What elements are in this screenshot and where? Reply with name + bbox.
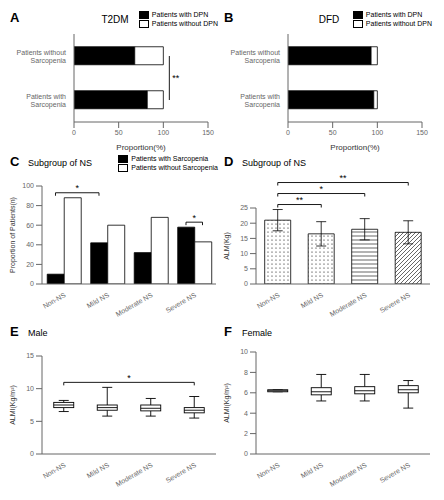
svg-text:150: 150 [202,129,214,136]
svg-text:8: 8 [244,369,248,376]
html-text:F: F [224,324,232,339]
svg-text:0: 0 [30,280,34,287]
svg-text:25: 25 [240,204,248,211]
svg-text:100: 100 [22,182,34,189]
svg-text:Moderate NS: Moderate NS [329,461,369,488]
svg-text:Moderate NS: Moderate NS [115,291,155,318]
svg-text:20: 20 [240,220,248,227]
svg-text:40: 40 [26,241,34,248]
svg-text:Patients withSarcopenia: Patients withSarcopenia [240,93,280,109]
html-text:Patients with DPN: Patients with DPN [151,11,209,18]
svg-text:ALM(Kg): ALM(Kg) [223,232,231,260]
svg-text:ALMI(Kg/m²): ALMI(Kg/m²) [223,383,231,423]
svg-text:5: 5 [244,265,248,272]
html-text:C: C [10,154,20,169]
svg-text:*: * [192,213,196,223]
svg-text:0: 0 [286,129,290,136]
svg-text:0: 0 [244,280,248,287]
svg-text:20: 20 [26,261,34,268]
svg-text:10: 10 [26,385,34,392]
svg-text:2: 2 [244,430,248,437]
svg-text:Moderate NS: Moderate NS [329,291,369,318]
svg-text:Patients withoutSarcopenia: Patients withoutSarcopenia [231,49,281,65]
svg-text:100: 100 [371,129,383,136]
svg-text:50: 50 [329,129,337,136]
svg-text:**: ** [339,173,347,183]
svg-text:Severe NS: Severe NS [164,291,197,314]
svg-text:50: 50 [115,129,123,136]
svg-text:Non-NS: Non-NS [42,461,67,480]
svg-text:Non-NS: Non-NS [42,291,67,310]
svg-text:80: 80 [26,202,34,209]
html-text:A: A [10,10,20,25]
svg-text:0: 0 [30,450,34,457]
html-text:Patients without DPN: Patients without DPN [365,20,432,27]
html-text:D: D [224,154,234,169]
svg-text:15: 15 [240,235,248,242]
svg-text:Severe NS: Severe NS [164,461,197,484]
svg-text:10: 10 [240,348,248,355]
svg-text:Moderate NS: Moderate NS [115,461,155,488]
svg-text:Patients withSarcopenia: Patients withSarcopenia [26,93,66,109]
svg-text:Proportion(%): Proportion(%) [330,143,380,152]
html-text:DFD: DFD [318,14,340,25]
svg-text:0: 0 [72,129,76,136]
svg-text:Non-NS: Non-NS [256,291,281,310]
html-text:Subgroup of NS: Subgroup of NS [28,158,92,168]
html-text:E: E [10,324,19,339]
html-text:Patients with Sarcopenia: Patients with Sarcopenia [131,155,209,162]
svg-text:ALMI(Kg/m²): ALMI(Kg/m²) [9,385,17,425]
svg-text:Severe NS: Severe NS [378,291,411,314]
svg-text:*: * [127,373,131,383]
html-text:T2DM: T2DM [101,14,129,25]
svg-text:Severe NS: Severe NS [378,461,411,484]
svg-text:Mild NS: Mild NS [300,291,325,309]
svg-text:Non-NS: Non-NS [256,461,281,480]
svg-text:**: ** [296,195,304,205]
svg-text:100: 100 [157,129,169,136]
svg-text:0: 0 [244,450,248,457]
svg-text:Proportion(%): Proportion(%) [116,143,166,152]
html-text:Patients without DPN: Patients without DPN [151,20,218,27]
svg-text:Mild NS: Mild NS [86,291,111,309]
svg-text:Mild NS: Mild NS [300,461,325,479]
svg-text:Mild NS: Mild NS [86,461,111,479]
svg-text:6: 6 [244,389,248,396]
html-text:Patients with DPN: Patients with DPN [365,11,423,18]
svg-text:4: 4 [244,410,248,417]
svg-text:Proportion of Patients(n): Proportion of Patients(n) [9,197,17,273]
svg-text:Patients withoutSarcopenia: Patients withoutSarcopenia [17,49,67,65]
svg-text:5: 5 [30,418,34,425]
svg-text:60: 60 [26,222,34,229]
html-text:Male: Male [28,328,48,338]
svg-text:15: 15 [26,352,34,359]
svg-text:150: 150 [416,129,428,136]
html-text:B: B [224,10,234,25]
svg-text:*: * [75,183,79,193]
svg-text:*: * [319,184,323,194]
svg-text:**: ** [172,73,180,83]
html-text:Subgroup of NS: Subgroup of NS [242,158,306,168]
svg-text:10: 10 [240,250,248,257]
html-text:Female: Female [242,328,272,338]
html-text:Patients without Sarcopenia: Patients without Sarcopenia [131,164,218,171]
